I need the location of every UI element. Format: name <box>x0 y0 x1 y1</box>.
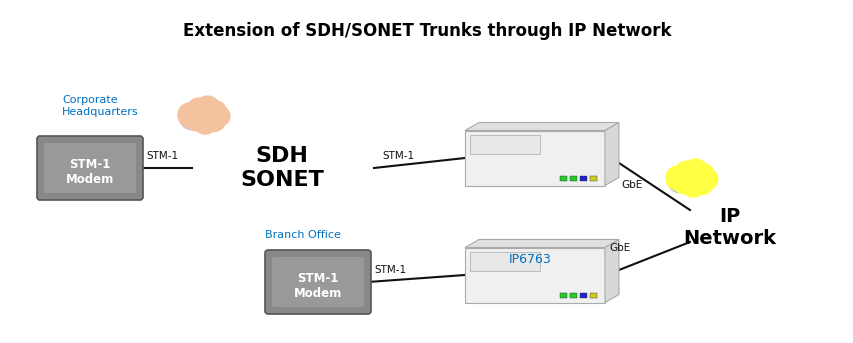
Circle shape <box>195 96 220 121</box>
FancyBboxPatch shape <box>37 136 142 200</box>
Circle shape <box>673 164 693 184</box>
Bar <box>469 134 539 154</box>
Circle shape <box>691 165 711 185</box>
Circle shape <box>675 161 698 184</box>
Bar <box>579 176 586 180</box>
Polygon shape <box>464 122 618 130</box>
Circle shape <box>198 106 221 129</box>
Circle shape <box>189 109 211 130</box>
Circle shape <box>207 106 227 125</box>
Text: Corporate
Headquarters: Corporate Headquarters <box>62 95 138 117</box>
Circle shape <box>185 109 207 131</box>
Circle shape <box>681 173 705 197</box>
Bar <box>569 176 577 180</box>
Bar <box>469 251 539 271</box>
Text: Branch Office: Branch Office <box>264 230 340 240</box>
Text: STM-1: STM-1 <box>374 265 406 275</box>
Circle shape <box>673 172 695 194</box>
Circle shape <box>179 107 199 127</box>
FancyBboxPatch shape <box>44 143 136 193</box>
Circle shape <box>204 101 226 123</box>
Bar <box>560 293 566 297</box>
Circle shape <box>697 169 717 189</box>
Circle shape <box>666 170 686 189</box>
Text: IP
Network: IP Network <box>682 208 775 248</box>
Text: STM-1
Modem: STM-1 Modem <box>293 272 342 300</box>
Circle shape <box>186 101 206 121</box>
Bar <box>589 176 596 180</box>
Bar <box>560 176 566 180</box>
Circle shape <box>690 173 712 194</box>
Circle shape <box>682 163 703 185</box>
Polygon shape <box>464 130 604 186</box>
Text: SDH
SONET: SDH SONET <box>240 146 323 190</box>
Text: GbE: GbE <box>620 180 641 190</box>
Text: STM-1: STM-1 <box>146 151 178 161</box>
Circle shape <box>665 166 689 190</box>
Circle shape <box>682 159 707 184</box>
Circle shape <box>692 164 713 186</box>
Circle shape <box>203 109 225 131</box>
Polygon shape <box>464 239 618 248</box>
Circle shape <box>179 106 204 130</box>
Polygon shape <box>604 122 618 186</box>
Circle shape <box>193 110 218 134</box>
Circle shape <box>187 98 210 121</box>
Text: GbE: GbE <box>608 243 630 253</box>
Text: IP6763: IP6763 <box>508 253 551 266</box>
Circle shape <box>667 168 691 193</box>
Bar <box>569 293 577 297</box>
Circle shape <box>685 169 708 192</box>
Bar <box>579 293 586 297</box>
Bar <box>589 293 596 297</box>
Text: STM-1: STM-1 <box>381 151 414 161</box>
Circle shape <box>209 106 229 126</box>
Circle shape <box>677 172 699 193</box>
Circle shape <box>194 100 216 122</box>
Polygon shape <box>464 248 604 303</box>
Polygon shape <box>604 239 618 303</box>
Circle shape <box>204 103 223 122</box>
FancyBboxPatch shape <box>272 257 363 307</box>
Circle shape <box>694 169 714 188</box>
Text: Extension of SDH/SONET Trunks through IP Network: Extension of SDH/SONET Trunks through IP… <box>183 22 670 40</box>
FancyBboxPatch shape <box>264 250 370 314</box>
Circle shape <box>177 103 202 127</box>
Text: STM-1
Modem: STM-1 Modem <box>66 158 114 186</box>
